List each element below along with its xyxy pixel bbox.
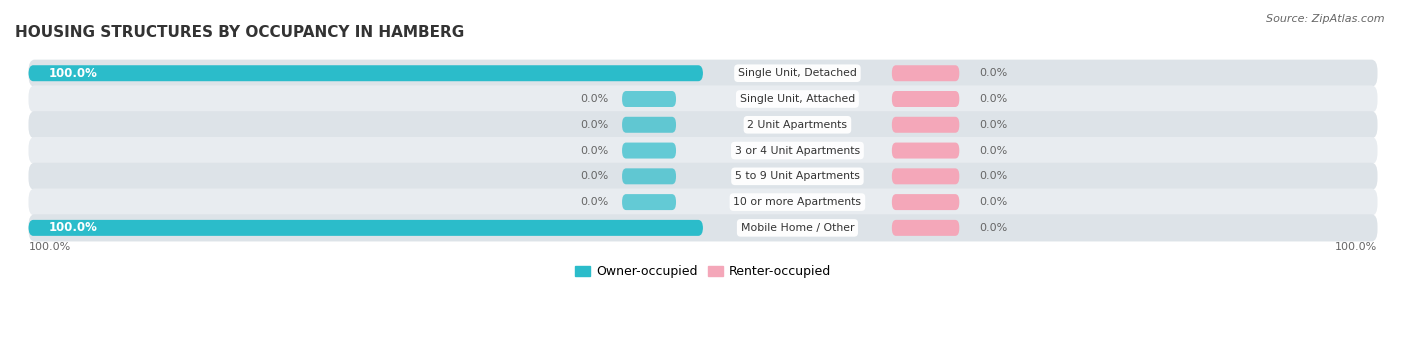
Text: 100.0%: 100.0% xyxy=(49,67,97,80)
Text: 0.0%: 0.0% xyxy=(980,223,1008,233)
FancyBboxPatch shape xyxy=(621,143,676,159)
Text: 0.0%: 0.0% xyxy=(980,94,1008,104)
Text: Mobile Home / Other: Mobile Home / Other xyxy=(741,223,855,233)
Text: Single Unit, Detached: Single Unit, Detached xyxy=(738,68,856,78)
FancyBboxPatch shape xyxy=(28,60,1378,87)
Text: Source: ZipAtlas.com: Source: ZipAtlas.com xyxy=(1267,14,1385,24)
FancyBboxPatch shape xyxy=(28,111,1378,138)
Text: 5 to 9 Unit Apartments: 5 to 9 Unit Apartments xyxy=(735,171,860,181)
FancyBboxPatch shape xyxy=(891,65,959,81)
Text: 100.0%: 100.0% xyxy=(28,242,70,252)
Text: 10 or more Apartments: 10 or more Apartments xyxy=(734,197,862,207)
FancyBboxPatch shape xyxy=(28,189,1378,216)
Text: Single Unit, Attached: Single Unit, Attached xyxy=(740,94,855,104)
FancyBboxPatch shape xyxy=(621,117,676,133)
Text: 0.0%: 0.0% xyxy=(581,120,609,130)
FancyBboxPatch shape xyxy=(891,91,959,107)
Text: HOUSING STRUCTURES BY OCCUPANCY IN HAMBERG: HOUSING STRUCTURES BY OCCUPANCY IN HAMBE… xyxy=(15,25,464,40)
Text: 2 Unit Apartments: 2 Unit Apartments xyxy=(748,120,848,130)
Text: 0.0%: 0.0% xyxy=(980,120,1008,130)
Text: 0.0%: 0.0% xyxy=(980,146,1008,155)
Text: 0.0%: 0.0% xyxy=(980,68,1008,78)
Text: 0.0%: 0.0% xyxy=(581,171,609,181)
FancyBboxPatch shape xyxy=(891,117,959,133)
Text: 100.0%: 100.0% xyxy=(49,221,97,234)
FancyBboxPatch shape xyxy=(28,163,1378,190)
FancyBboxPatch shape xyxy=(28,214,1378,241)
FancyBboxPatch shape xyxy=(891,143,959,159)
Text: 3 or 4 Unit Apartments: 3 or 4 Unit Apartments xyxy=(735,146,860,155)
FancyBboxPatch shape xyxy=(28,85,1378,113)
Text: 0.0%: 0.0% xyxy=(581,197,609,207)
FancyBboxPatch shape xyxy=(621,168,676,184)
FancyBboxPatch shape xyxy=(891,194,959,210)
FancyBboxPatch shape xyxy=(28,65,703,81)
Text: 0.0%: 0.0% xyxy=(980,171,1008,181)
FancyBboxPatch shape xyxy=(621,194,676,210)
FancyBboxPatch shape xyxy=(891,220,959,236)
Text: 100.0%: 100.0% xyxy=(1336,242,1378,252)
FancyBboxPatch shape xyxy=(28,137,1378,164)
FancyBboxPatch shape xyxy=(28,220,703,236)
FancyBboxPatch shape xyxy=(621,91,676,107)
Legend: Owner-occupied, Renter-occupied: Owner-occupied, Renter-occupied xyxy=(569,261,837,283)
Text: 0.0%: 0.0% xyxy=(980,197,1008,207)
FancyBboxPatch shape xyxy=(891,168,959,184)
Text: 0.0%: 0.0% xyxy=(581,94,609,104)
Text: 0.0%: 0.0% xyxy=(581,146,609,155)
